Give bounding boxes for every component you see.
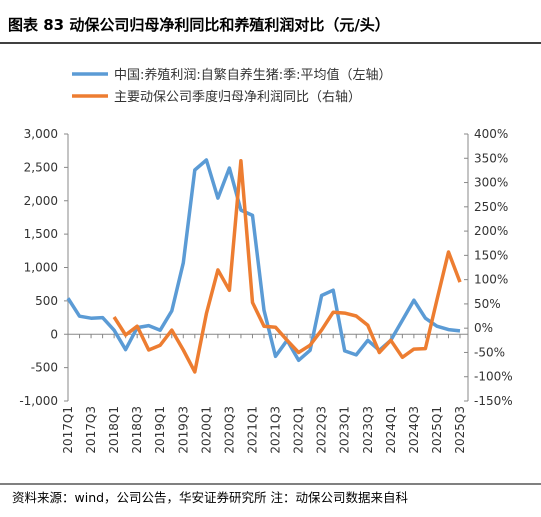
y-tick-label: -1,000 [19,394,58,408]
y2-tick-label: 0% [474,321,493,335]
x-tick-label: 2020Q1 [199,406,213,454]
y-tick-label: 1,500 [24,227,58,241]
x-tick-label: 2021Q1 [245,406,259,454]
y2-tick-label: 100% [474,273,508,287]
y-tick-label: 0 [50,327,58,341]
x-tick-label: 2025Q1 [430,406,444,454]
series-line [112,158,462,374]
x-tick-label: 2022Q3 [315,406,329,454]
x-tick-label: 2025Q3 [453,406,467,454]
y2-tick-label: 400% [474,127,508,141]
y2-tick-label: 350% [474,151,508,165]
y2-tick-label: 200% [474,224,508,238]
y2-tick-label: 50% [474,297,501,311]
y2-tick-label: 250% [474,200,508,214]
legend-label: 主要动保公司季度归母净利润同比（右轴） [114,89,361,105]
y2-tick-label: -150% [474,394,513,408]
y2-tick-label: 300% [474,176,508,190]
x-tick-label: 2024Q3 [407,406,421,454]
x-tick-label: 2018Q1 [107,406,121,454]
x-tick-label: 2017Q3 [84,406,98,454]
legend-label: 中国:养殖利润:自繁自养生猪:季:平均值（左轴） [114,67,392,83]
source: 资料来源：wind，公司公告，华安证券研究所 注：动保公司数据来自科 [12,490,409,505]
x-tick-label: 2023Q3 [361,406,375,454]
x-tick-label: 2017Q1 [61,406,75,454]
x-tick-label: 2021Q3 [269,406,283,454]
y2-tick-label: -50% [474,345,505,359]
y-tick-label: 2,000 [24,194,58,208]
x-tick-label: 2023Q1 [338,406,352,454]
y2-tick-label: -100% [474,370,513,384]
x-tick-label: 2019Q1 [153,406,167,454]
y-tick-label: 3,000 [24,127,58,141]
y-tick-label: 500 [35,294,58,308]
x-tick-label: 2024Q1 [384,406,398,454]
y-tick-label: -500 [31,361,58,375]
y-tick-label: 1,000 [24,261,58,275]
x-tick-label: 2020Q3 [222,406,236,454]
x-tick-label: 2019Q3 [176,406,190,454]
y2-tick-label: 150% [474,248,508,262]
chart-title: 图表 83 动保公司归母净利同比和养殖利润对比（元/头） [8,16,390,34]
x-tick-label: 2018Q3 [130,406,144,454]
x-tick-label: 2022Q1 [292,406,306,454]
series-line [66,158,461,363]
y-tick-label: 2,500 [24,160,58,174]
